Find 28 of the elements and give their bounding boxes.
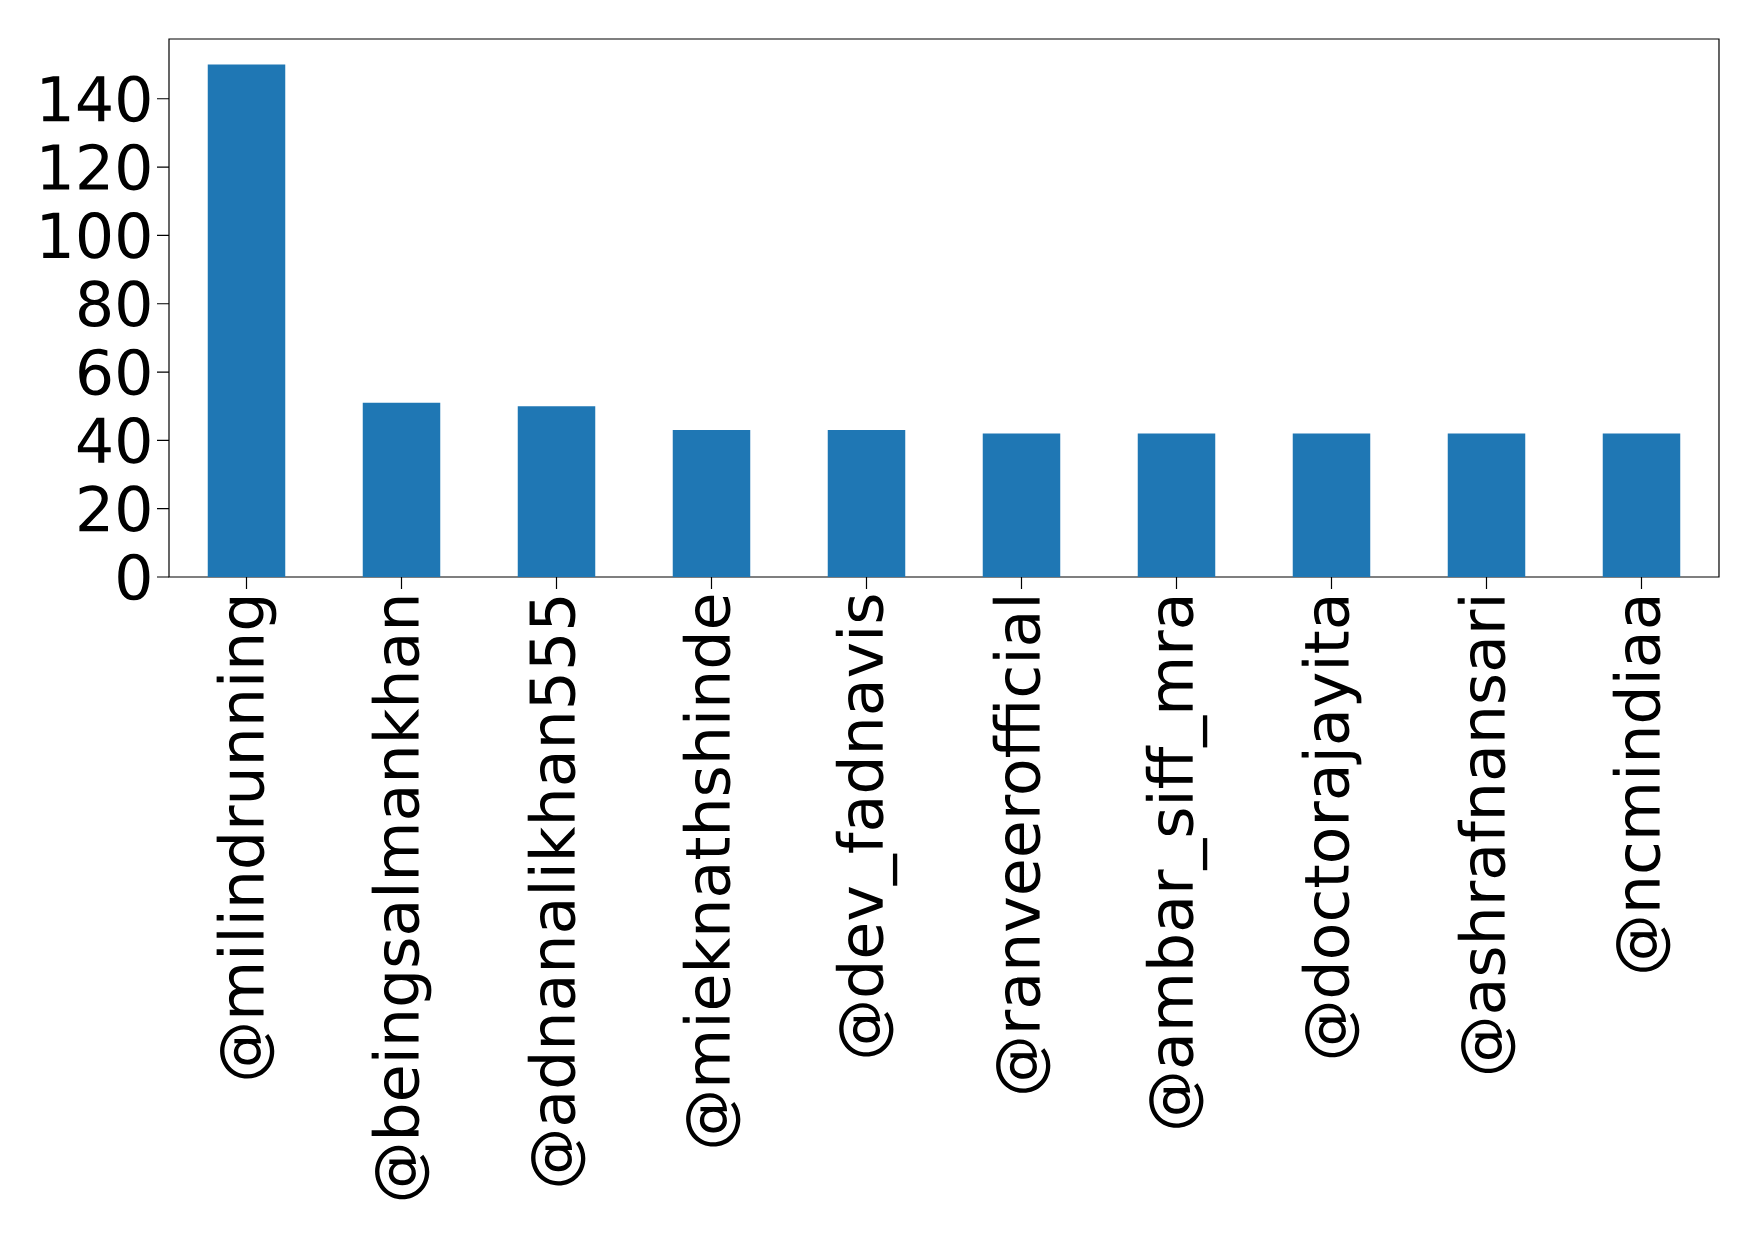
- x-tick-label: @milindrunning: [216, 598, 277, 1079]
- x-tick-label: @ashrafnansari: [1457, 598, 1516, 1074]
- x-tick-label: @dev_fadnavis: [835, 595, 898, 1057]
- bar: [1292, 433, 1371, 577]
- y-tick-label: 60: [79, 348, 150, 396]
- bar: [362, 402, 441, 577]
- y-tick-label: 40: [77, 417, 150, 464]
- y-tick-label: 20: [79, 485, 150, 533]
- x-tick-label: @ranveerofficial: [992, 598, 1051, 1093]
- bar: [207, 64, 286, 577]
- x-tick-label: @ncmindiaa: [1612, 598, 1671, 972]
- bar: [672, 430, 751, 577]
- y-tick-label: 80: [79, 280, 150, 328]
- bar: [1137, 433, 1216, 577]
- bar: [827, 430, 906, 577]
- y-tick-label: 100: [42, 212, 150, 259]
- y-tick-label: 0: [118, 553, 150, 601]
- x-tick-label: @ambar_siff_mra: [1145, 598, 1208, 1128]
- bar: [1447, 433, 1526, 577]
- x-tick-label: @adnanalikhan555: [527, 597, 586, 1186]
- y-tick-label: 120: [42, 143, 150, 191]
- x-tick-label: @beingsalmankhan: [371, 597, 432, 1200]
- y-tick-label: 140: [42, 75, 150, 123]
- x-tick-label: @doctorajayita: [1301, 598, 1362, 1058]
- bar: [1602, 433, 1681, 577]
- bar: [517, 406, 596, 577]
- bar: [982, 433, 1061, 577]
- x-tick-label: @mieknathshinde: [682, 595, 741, 1147]
